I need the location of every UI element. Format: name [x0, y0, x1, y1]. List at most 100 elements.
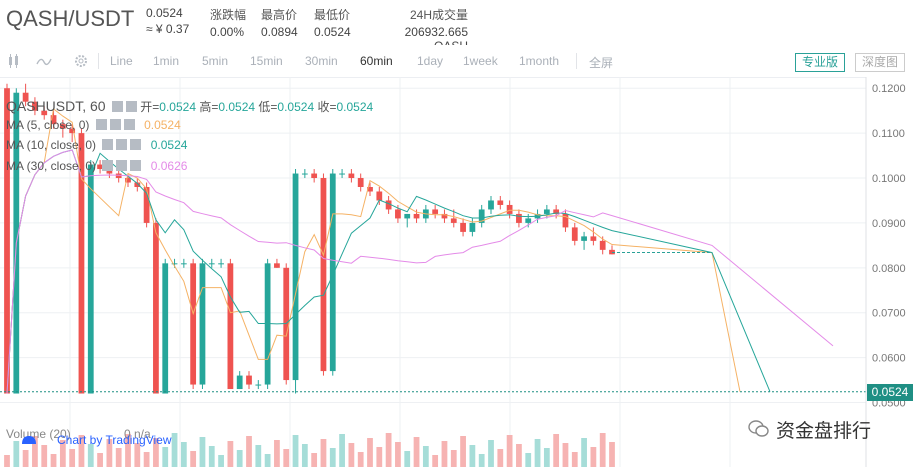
candle-body: [432, 209, 439, 214]
low-value: 0.0524: [277, 100, 315, 114]
fullscreen-button[interactable]: 全屏: [589, 56, 614, 70]
candle-body: [367, 187, 373, 192]
chart-toolbar: Line 1min 5min 15min 30min 60min 1day 1w…: [0, 45, 923, 78]
interval-line[interactable]: Line: [110, 54, 133, 68]
candle-body: [41, 110, 48, 116]
candle-body: [106, 169, 113, 174]
gear-icon[interactable]: [109, 119, 121, 130]
last-price: 0.0524: [146, 6, 183, 20]
tradingview-credit[interactable]: Chart by TradingView: [57, 433, 172, 447]
volume-bar: [553, 434, 560, 467]
eye-icon[interactable]: [95, 119, 107, 130]
candle-body: [562, 213, 569, 228]
volume-bar: [41, 445, 48, 467]
candle-body: [32, 101, 38, 111]
price-cny: ≈ ¥ 0.37: [146, 22, 190, 36]
ma10-label: MA (10, close, 0): [6, 138, 97, 152]
candle-body: [50, 115, 57, 125]
candle-body: [143, 187, 150, 223]
candle-body: [246, 375, 252, 385]
candle-body: [469, 222, 476, 232]
volume-bar: [395, 442, 401, 467]
close-icon[interactable]: [130, 139, 142, 150]
volume-bar: [404, 451, 411, 467]
candle-body: [460, 222, 466, 232]
stat-label: 最低价: [314, 8, 351, 22]
volume-bar: [125, 434, 131, 467]
volume-bar: [59, 440, 66, 467]
candle-body: [450, 218, 457, 223]
price-stat: 0.0524 ≈ ¥ 0.37: [146, 6, 189, 36]
ma10-line: [6, 149, 771, 394]
volume-bar: [97, 453, 103, 467]
settings-gear-icon[interactable]: [73, 53, 89, 69]
volume-bar: [153, 438, 159, 467]
volume-bar: [339, 434, 345, 467]
candle-body: [199, 263, 206, 385]
volume-bar: [190, 451, 197, 467]
interval-1min[interactable]: 1min: [153, 54, 180, 68]
candle-body: [59, 124, 66, 129]
candlestick-chart[interactable]: 0.1200 0.1100 0.1000 0.0900 0.0800 0.0700 0.06…: [0, 77, 923, 467]
candle-body: [4, 88, 10, 394]
candle-body: [190, 263, 197, 385]
eye-icon[interactable]: [111, 101, 123, 112]
candle-body: [553, 209, 560, 214]
close-value: 0.0524: [336, 100, 374, 114]
interval-1month[interactable]: 1month: [519, 54, 560, 68]
eye-icon[interactable]: [102, 160, 114, 171]
stat-label: 24H成交量: [409, 8, 468, 22]
interval-60min[interactable]: 60min: [360, 54, 393, 68]
candle-body: [339, 173, 345, 175]
volume-bar: [516, 444, 522, 467]
candle-body: [376, 191, 383, 201]
low-stat: 最低价 0.0524: [314, 6, 351, 39]
interval-1week[interactable]: 1week: [463, 54, 498, 68]
close-icon[interactable]: [130, 160, 142, 171]
volume-bar: [488, 440, 494, 467]
gear-icon[interactable]: [116, 139, 128, 150]
volume-bar: [413, 437, 420, 467]
volume-bar: [581, 438, 587, 467]
close-icon[interactable]: [123, 119, 135, 130]
ticker-header: QASH/USDT 0.0524 ≈ ¥ 0.37 涨跌幅 0.00% 最高价 …: [0, 0, 923, 53]
stat-value: 0.00%: [210, 25, 245, 39]
interval-5min[interactable]: 5min: [202, 54, 229, 68]
candle-body: [599, 240, 606, 250]
volume-bar: [562, 443, 569, 467]
candle-style-icon[interactable]: [6, 53, 22, 69]
toolbar-divider: [576, 53, 577, 69]
pro-version-button[interactable]: 专业版: [795, 53, 846, 72]
eye-icon[interactable]: [102, 139, 114, 150]
candle-body: [543, 209, 550, 214]
interval-30min[interactable]: 30min: [305, 54, 338, 68]
volume-bar: [32, 436, 38, 467]
candle-body: [497, 200, 504, 205]
depth-chart-button[interactable]: 深度图: [855, 53, 906, 72]
ma30-label: MA (30, close, 0): [6, 159, 97, 173]
volume-bar: [497, 449, 504, 467]
volume-bar: [199, 437, 206, 467]
volume-bar: [543, 448, 550, 467]
candle-body: [516, 213, 522, 223]
tradingview-logo-icon: [22, 436, 36, 444]
candle-body: [69, 128, 76, 134]
stat-value: 0.0894: [261, 25, 298, 39]
indicator-icon[interactable]: [36, 53, 52, 69]
interval-15min[interactable]: 15min: [250, 54, 283, 68]
candle-body: [357, 178, 364, 187]
candle-body: [78, 133, 85, 394]
volume-bar: [227, 441, 234, 467]
volume-bar: [525, 453, 532, 467]
gear-icon[interactable]: [116, 160, 128, 171]
interval-1day[interactable]: 1day: [417, 54, 444, 68]
ma5-label: MA (5, close, 0): [6, 118, 90, 132]
volume-bar: [162, 447, 169, 467]
volume-bar: [13, 441, 20, 467]
candle-body: [385, 200, 392, 210]
stat-value: 0.0524: [314, 25, 351, 39]
gear-icon[interactable]: [125, 101, 137, 112]
volume-bar: [460, 436, 466, 467]
volume-bar: [69, 449, 76, 467]
volume-bar: [506, 435, 513, 467]
